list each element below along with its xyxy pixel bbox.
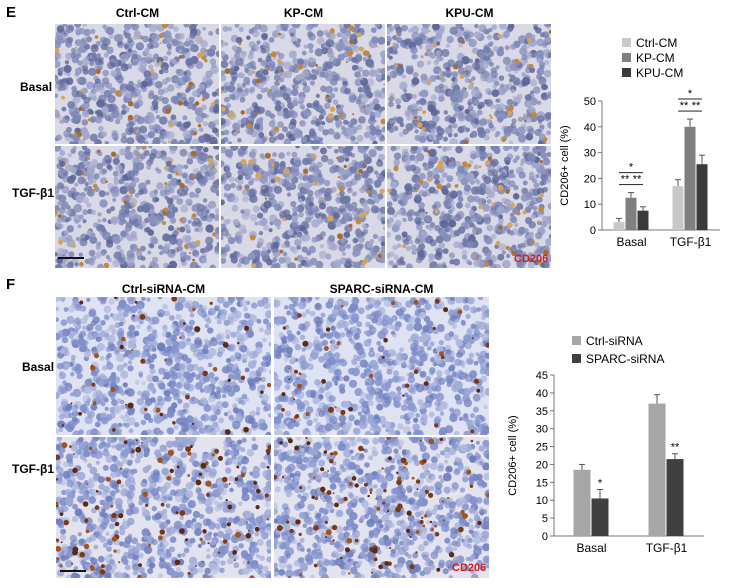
- y-tick-label-0: 0: [590, 225, 596, 237]
- legend-swatch-1: [572, 354, 581, 363]
- legend-label-1: SPARC-siRNA: [586, 352, 664, 366]
- micrograph-ctrl-sirna-basal: [56, 297, 271, 435]
- panel-letter-e: E: [6, 4, 17, 21]
- row-label-basal: Basal: [20, 80, 53, 94]
- column-label-kpu-cm: KPU-CM: [445, 6, 494, 20]
- y-tick-label-4: 40: [584, 122, 596, 134]
- y-tick-label-5: 50: [584, 96, 596, 108]
- legend-label-0: Ctrl-siRNA: [586, 334, 643, 348]
- sig-label-1: *: [629, 162, 634, 174]
- sig-label-4: *: [688, 88, 693, 100]
- column-label-kp-cm: KP-CM: [283, 6, 324, 20]
- sig-label-5: **: [692, 100, 701, 112]
- micrograph-kpu-cm-basal: [387, 24, 551, 144]
- sig-label-3: **: [680, 100, 689, 112]
- legend-swatch-1: [622, 53, 631, 62]
- micrograph-kp-cm-tgf: [221, 146, 385, 268]
- y-tick-label-1: 5: [542, 513, 548, 525]
- micrograph-ctrl-cm-tgf: [55, 146, 219, 268]
- bar-1-1: [666, 459, 684, 536]
- y-tick-label-7: 35: [536, 406, 548, 418]
- y-tick-label-3: 15: [536, 477, 548, 489]
- row-label-basal-f: Basal: [22, 360, 55, 374]
- scale-bar-f: [60, 570, 86, 572]
- micrograph-ctrl-cm-basal: [55, 24, 219, 144]
- x-tick-label-0: Basal: [576, 541, 606, 555]
- y-tick-label-1: 10: [584, 199, 596, 211]
- y-tick-label-4: 20: [536, 459, 548, 471]
- legend-swatch-2: [622, 68, 631, 77]
- bar-1-1: [684, 126, 696, 230]
- bar-1-0: [672, 186, 684, 230]
- micrograph-kpu-cm-tgf: [387, 146, 551, 268]
- bar-0-0: [573, 469, 591, 536]
- x-tick-label-1: TGF-β1: [670, 235, 712, 249]
- sig-label-0: **: [621, 174, 630, 186]
- y-tick-label-0: 0: [542, 531, 548, 543]
- sig-label-2: **: [633, 174, 642, 186]
- legend-label-0: Ctrl-CM: [636, 36, 677, 50]
- legend-label-1: KP-CM: [636, 51, 675, 65]
- sig-label-1-1: **: [671, 442, 680, 454]
- column-label-ctrl-cm: Ctrl-CM: [115, 6, 160, 20]
- y-tick-label-2: 10: [536, 495, 548, 507]
- bar-0-0: [613, 222, 625, 230]
- micrograph-sparc-sirna-basal: [274, 297, 489, 435]
- y-axis-label: CD206+ cell (%): [559, 125, 571, 205]
- micrograph-ctrl-sirna-tgf: [56, 437, 271, 578]
- y-tick-label-3: 30: [584, 148, 596, 160]
- x-tick-label-1: TGF-β1: [646, 541, 688, 555]
- bar-1-2: [696, 164, 708, 230]
- panel-letter-f: F: [6, 276, 16, 293]
- row-label-tgf-b1-f: TGF-β1: [12, 462, 54, 476]
- y-tick-label-6: 30: [536, 424, 548, 436]
- chart-f-cd206: Ctrl-siRNA SPARC-siRNA 0 5 10 15 20 25 30 35 40 45 C…: [507, 334, 704, 555]
- legend-swatch-0: [622, 38, 631, 47]
- micrograph-sparc-sirna-tgf: [274, 437, 489, 578]
- y-axis-label: CD206+ cell (%): [507, 415, 519, 495]
- y-tick-label-2: 20: [584, 173, 596, 185]
- y-tick-label-9: 45: [536, 370, 548, 382]
- bar-1-0: [648, 403, 666, 536]
- legend-label-2: KPU-CM: [636, 66, 683, 80]
- stain-label-f: CD206: [452, 562, 487, 574]
- x-tick-label-0: Basal: [616, 235, 646, 249]
- bar-0-1: [591, 498, 609, 536]
- sig-label-0-1: *: [598, 477, 603, 489]
- bar-0-2: [637, 210, 649, 230]
- bar-0-1: [625, 197, 637, 230]
- stain-label-e: CD206: [514, 253, 549, 265]
- row-label-tgf-b1: TGF-β1: [12, 186, 54, 200]
- legend-swatch-0: [572, 336, 581, 345]
- y-tick-label-5: 25: [536, 442, 548, 454]
- column-label-sparc-sirna-cm: SPARC-siRNA-CM: [329, 282, 434, 296]
- y-tick-label-8: 40: [536, 388, 548, 400]
- scale-bar-e: [58, 257, 84, 259]
- micrograph-kp-cm-basal: [221, 24, 385, 144]
- column-label-ctrl-sirna-cm: Ctrl-siRNA-CM: [121, 282, 206, 296]
